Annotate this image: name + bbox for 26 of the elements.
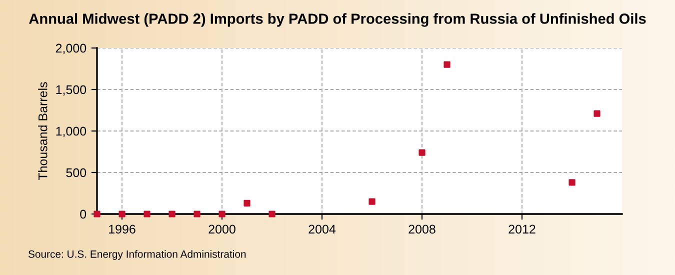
point: [168, 210, 176, 218]
point: [368, 198, 376, 205]
y-tick-label: 500: [66, 168, 86, 178]
point: [144, 210, 150, 218]
x-tick-label: 1996: [109, 224, 136, 234]
chart-title: Annual Midwest (PADD 2) Imports by PADD of Processing from Russia of Unfinished Oils: [29, 13, 646, 27]
y-tick-label: 0: [80, 210, 86, 219]
point: [444, 61, 450, 68]
point: [418, 149, 426, 156]
x-tick-label: 2008: [408, 224, 436, 234]
point: [194, 210, 200, 218]
point: [594, 110, 600, 117]
x-tick-label: 2012: [508, 224, 536, 234]
point: [118, 210, 126, 218]
y-tick-label: 2,000: [56, 44, 86, 54]
point: [218, 210, 226, 218]
y-tick-label: 1,000: [56, 126, 86, 138]
y-axis-title: Thousand Barrels: [38, 82, 48, 180]
x-tick-label: 2004: [308, 224, 336, 234]
point: [94, 210, 100, 218]
y-tick-label: 1,500: [56, 85, 86, 96]
point: [244, 200, 250, 207]
point: [568, 179, 576, 186]
source-note: Source: U.S. Energy Information Administration: [28, 250, 246, 260]
x-tick-label: 2000: [208, 224, 236, 234]
point: [268, 210, 276, 218]
